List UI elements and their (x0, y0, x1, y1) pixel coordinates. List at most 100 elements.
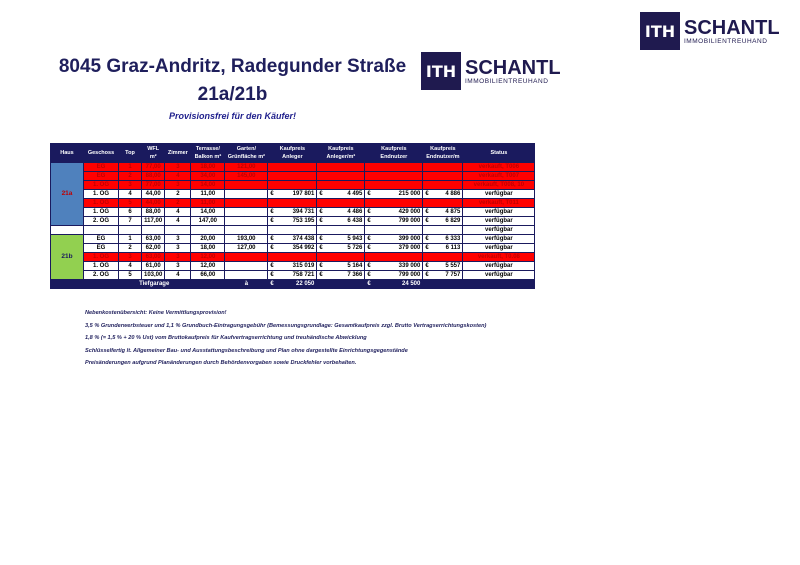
price-value: 6 829 (445, 218, 461, 224)
table-cell: 18,00 (190, 162, 226, 172)
price-cell (316, 171, 366, 181)
logo-name: SCHANTL (684, 16, 780, 39)
table-row: 2. OG 5 103,00 4 66,00 €758 721 €7 366 €799 000… (51, 270, 536, 280)
currency: € (319, 263, 323, 269)
table-cell: 3 (118, 180, 142, 190)
price-cell: €22 050 (267, 279, 318, 289)
price-cell (316, 252, 366, 262)
price-cell: €374 438 (267, 234, 318, 244)
price-value: 6 333 (445, 236, 461, 242)
price-cell: €5 726 (316, 243, 366, 253)
price-value: 399 000 (398, 236, 421, 242)
column-header: Kaufpreis Endnutzer (364, 143, 424, 163)
table-row: EG 2 62,00 3 18,00 127,00 €354 992 €5 726 €379 0… (51, 243, 536, 253)
table-cell (422, 279, 464, 289)
currency: € (367, 272, 371, 278)
logo-tagline: IMMOBILIENTREUHAND (684, 37, 768, 45)
table-row: 2. OG 7 117,00 4 147,00 €753 195 €6 438 €799 00… (51, 216, 536, 226)
column-header: Kaufpreis Anleger (267, 143, 318, 163)
tiefgarage-each: à (224, 279, 269, 289)
table-cell: 193,00 (224, 234, 269, 244)
table-cell (224, 198, 269, 208)
table-cell (316, 279, 366, 289)
table-cell: 3 (118, 252, 142, 262)
currency: € (367, 236, 371, 242)
table-cell (224, 180, 269, 190)
price-value: 799 000 (398, 272, 421, 278)
logo-name: SCHANTL (465, 56, 561, 79)
haus-cell (50, 225, 84, 235)
price-value: 4 486 (347, 209, 363, 215)
page-title: 8045 Graz-Andritz, Radegunder Straße (58, 56, 407, 77)
currency: € (367, 218, 371, 224)
table-cell: 2. OG (83, 216, 119, 226)
currency: € (367, 281, 371, 287)
column-header: Garten/ Grünfläche m² (224, 143, 269, 163)
price-cell: €758 721 (267, 270, 318, 280)
table-cell: 12,00 (190, 261, 226, 271)
table-cell: 7 (118, 216, 142, 226)
table-cell (190, 225, 226, 235)
price-cell (422, 252, 464, 262)
table-cell: 4 (164, 171, 192, 181)
price-cell: €394 731 (267, 207, 318, 217)
currency: € (270, 236, 274, 242)
price-cell: €4 886 (422, 189, 464, 199)
price-value: 5 943 (347, 236, 363, 242)
table-cell: 61,00 (140, 261, 166, 271)
price-cell (267, 225, 318, 235)
status-cell: verkauft, T006 (462, 162, 536, 172)
table-cell: EG (83, 234, 119, 244)
table-cell: 103,00 (140, 270, 166, 280)
price-cell: €4 875 (422, 207, 464, 217)
price-value: 753 195 (292, 218, 315, 224)
table-cell: 1. OG (83, 198, 119, 208)
status-cell: verkauft, T008, 10 (462, 180, 536, 190)
table-cell: 1 (118, 162, 142, 172)
logo-top-right: ITH SCHANTL IMMOBILIENTREUHAND (640, 12, 780, 50)
table-row: 1. OG 4 44,00 2 11,00 €197 801 €4 495 €215 000 €… (51, 189, 536, 199)
table-cell: 6 (118, 207, 142, 217)
table-cell: 4 (118, 189, 142, 199)
price-cell (422, 198, 464, 208)
status-cell: verfügbar (462, 234, 536, 244)
table-cell: 62,00 (140, 243, 166, 253)
table-cell: 145,00 (224, 171, 269, 181)
table-cell: 2 (164, 198, 192, 208)
table-row: 1. OG 3 63,00 3 12,00 verkauft, T0.08 (51, 252, 536, 262)
price-cell: €799 000 (364, 216, 424, 226)
column-header: Geschoss (83, 143, 119, 163)
table-cell: 1. OG (83, 189, 119, 199)
currency: € (367, 191, 371, 197)
price-cell: €315 019 (267, 261, 318, 271)
provision-note: Provisionsfrei für den Käufer! (168, 111, 297, 121)
table-cell: 44,00 (140, 198, 166, 208)
table-row: 21a EG 1 77,00 3 18,00 121,00 verkauft, T006 (50, 162, 536, 226)
price-cell (316, 225, 366, 235)
price-value: 7 757 (445, 272, 461, 278)
currency: € (367, 263, 371, 269)
apartment-table: Haus Geschoss Top WFL m² Zimmer Terrasse/ Bal… (50, 143, 536, 289)
price-cell (364, 180, 424, 190)
column-header: Kaufpreis Endnutzer/m (422, 143, 464, 163)
table-cell: 77,00 (140, 180, 166, 190)
table-cell: 63,00 (140, 252, 166, 262)
table-cell: 11,00 (190, 189, 226, 199)
price-cell (422, 162, 464, 172)
note: 3,5 % Grunderwerbsteuer und 1,1 % Grundb… (85, 322, 487, 329)
logo-mark: ITH (640, 12, 680, 50)
price-value: 215 000 (398, 191, 421, 197)
column-header: Zimmer (164, 143, 192, 163)
table-cell (140, 225, 166, 235)
column-header: Terrasse/ Balkon m² (190, 143, 226, 163)
currency: € (425, 218, 429, 224)
table-cell: EG (83, 243, 119, 253)
price-cell: €197 801 (267, 189, 318, 199)
tiefgarage-label: Tiefgarage (82, 279, 226, 289)
price-cell (364, 252, 424, 262)
currency: € (270, 245, 274, 251)
price-cell: €6 829 (422, 216, 464, 226)
table-row: verfügbar (50, 225, 536, 235)
currency: € (425, 209, 429, 215)
column-header: Top (118, 143, 142, 163)
